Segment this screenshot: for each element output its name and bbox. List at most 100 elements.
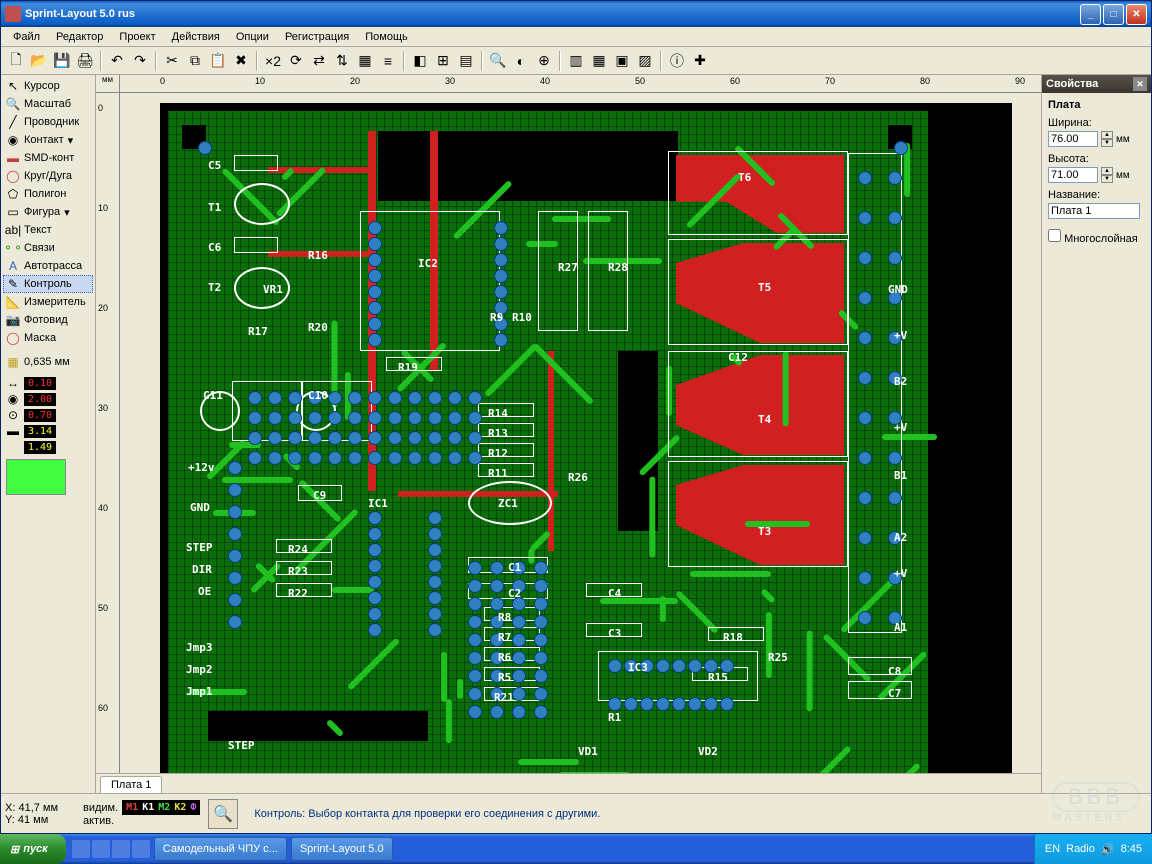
pcb-label: R11 bbox=[488, 467, 508, 480]
close-button[interactable]: ✕ bbox=[1126, 4, 1147, 25]
info3-button[interactable]: ▨ bbox=[634, 50, 656, 72]
delete-button[interactable]: ✖ bbox=[230, 50, 252, 72]
menu-Опции[interactable]: Опции bbox=[228, 29, 277, 45]
height-spinner[interactable]: ▲▼ bbox=[1101, 167, 1113, 183]
panel-close-icon[interactable]: ✕ bbox=[1133, 77, 1147, 91]
tool-x-button[interactable]: ✚ bbox=[689, 50, 711, 72]
tool-zoom-tool[interactable]: 🔍Масштаб bbox=[3, 95, 93, 113]
width-label: Ширина: bbox=[1048, 117, 1145, 129]
param-row[interactable]: ⊙0.70 bbox=[3, 407, 93, 423]
cut-button[interactable]: ✂ bbox=[161, 50, 183, 72]
param-row[interactable]: 1.49 bbox=[3, 439, 93, 455]
rotate-button[interactable]: ⟳ bbox=[285, 50, 307, 72]
grid-value[interactable]: ▦ 0,635 мм bbox=[3, 353, 93, 371]
tool-text[interactable]: ab|Текст bbox=[3, 221, 93, 239]
multilayer-checkbox[interactable]: Многослойная bbox=[1048, 233, 1138, 245]
maximize-button[interactable]: □ bbox=[1103, 4, 1124, 25]
tool-check[interactable]: ✎Контроль bbox=[3, 275, 93, 293]
task-button[interactable]: Sprint-Layout 5.0 bbox=[291, 837, 393, 861]
tool-links[interactable]: ⚬⚬Связи bbox=[3, 239, 93, 257]
group-button[interactable]: ▦ bbox=[354, 50, 376, 72]
menu-Действия[interactable]: Действия bbox=[164, 29, 228, 45]
paste-button[interactable]: 📋 bbox=[207, 50, 229, 72]
drc-button[interactable]: ▣ bbox=[611, 50, 633, 72]
name-input[interactable] bbox=[1048, 203, 1140, 219]
print-button[interactable]: 🖨 bbox=[74, 50, 96, 72]
zoom-preview-icon[interactable]: 🔍 bbox=[208, 799, 238, 829]
ql-icon[interactable] bbox=[112, 840, 130, 858]
menu-Файл[interactable]: Файл bbox=[5, 29, 48, 45]
tool-photoview[interactable]: 📷Фотовид bbox=[3, 311, 93, 329]
width-input[interactable] bbox=[1048, 131, 1098, 147]
tool-figure[interactable]: ▭Фигура ▾ bbox=[3, 203, 93, 221]
pcb-label: R20 bbox=[308, 321, 328, 334]
align-button[interactable]: ≡ bbox=[377, 50, 399, 72]
cursor-icon: ↖ bbox=[6, 79, 20, 93]
menu-Проект[interactable]: Проект bbox=[111, 29, 163, 45]
tool-pad[interactable]: ◉Контакт ▾ bbox=[3, 131, 93, 149]
height-input[interactable] bbox=[1048, 167, 1098, 183]
copy-button[interactable]: ⧉ bbox=[184, 50, 206, 72]
layer-Ф[interactable]: Ф bbox=[190, 802, 196, 813]
tool-polygon[interactable]: ⬠Полигон bbox=[3, 185, 93, 203]
tool-track[interactable]: ╱Проводник bbox=[3, 113, 93, 131]
layer-К2[interactable]: К2 bbox=[174, 802, 186, 813]
reticle-button[interactable]: ⊕ bbox=[533, 50, 555, 72]
text-icon: ab| bbox=[6, 223, 20, 237]
zoom-button[interactable]: 🔍 bbox=[487, 50, 509, 72]
menu-Редактор[interactable]: Редактор bbox=[48, 29, 111, 45]
tray-volume-icon[interactable]: 🔊 bbox=[1101, 843, 1115, 856]
param-row[interactable]: ↔0.10 bbox=[3, 375, 93, 391]
param-row[interactable]: ◉2.00 bbox=[3, 391, 93, 407]
figure-icon: ▭ bbox=[6, 205, 20, 219]
about-button[interactable]: ⓘ bbox=[666, 50, 688, 72]
duplicate-button[interactable]: ×2 bbox=[262, 50, 284, 72]
open-file-button[interactable]: 📂 bbox=[28, 50, 50, 72]
pad-icon: ◉ bbox=[6, 133, 20, 147]
redo-button[interactable]: ↷ bbox=[129, 50, 151, 72]
minimize-button[interactable]: _ bbox=[1080, 4, 1101, 25]
ql-icon[interactable] bbox=[92, 840, 110, 858]
new-file-button[interactable]: 🗋 bbox=[5, 50, 27, 72]
contrast-button[interactable]: ◐ bbox=[510, 50, 532, 72]
tool-mask[interactable]: ◯Маска bbox=[3, 329, 93, 347]
titlebar[interactable]: Sprint-Layout 5.0 rus _ □ ✕ bbox=[1, 1, 1151, 27]
tool-measure[interactable]: 📐Измеритель bbox=[3, 293, 93, 311]
layer-М2[interactable]: М2 bbox=[158, 802, 170, 813]
pcb-label: C7 bbox=[888, 687, 901, 700]
task-button[interactable]: Самодельный ЧПУ с... bbox=[154, 837, 287, 861]
pcb-label: T1 bbox=[208, 201, 221, 214]
tray-lang[interactable]: EN bbox=[1045, 843, 1060, 855]
ql-icon[interactable] bbox=[72, 840, 90, 858]
ruler-horizontal: 0102030405060708090 bbox=[120, 75, 1041, 93]
tool-circle[interactable]: ◯Круг/Дуга bbox=[3, 167, 93, 185]
layer-М1[interactable]: М1 bbox=[126, 802, 138, 813]
mask-icon: ◯ bbox=[6, 331, 20, 345]
color-swatch[interactable] bbox=[6, 459, 66, 495]
undo-button[interactable]: ↶ bbox=[106, 50, 128, 72]
mirror-h-button[interactable]: ⇄ bbox=[308, 50, 330, 72]
snap-button[interactable]: ⊞ bbox=[432, 50, 454, 72]
mirror-v-button[interactable]: ⇅ bbox=[331, 50, 353, 72]
ql-icon[interactable] bbox=[132, 840, 150, 858]
tool-autoroute[interactable]: AАвтотрасса bbox=[3, 257, 93, 275]
save-file-button[interactable]: 💾 bbox=[51, 50, 73, 72]
menu-Регистрация[interactable]: Регистрация bbox=[277, 29, 357, 45]
layer-К1[interactable]: К1 bbox=[142, 802, 154, 813]
width-spinner[interactable]: ▲▼ bbox=[1101, 131, 1113, 147]
menu-Помощь[interactable]: Помощь bbox=[357, 29, 416, 45]
layer-up-button[interactable]: ◧ bbox=[409, 50, 431, 72]
pcb-label: R12 bbox=[488, 447, 508, 460]
board-tab[interactable]: Плата 1 bbox=[100, 776, 162, 793]
start-button[interactable]: ⊞ пуск bbox=[0, 834, 66, 864]
info2-button[interactable]: ▦ bbox=[588, 50, 610, 72]
pcb-label: VD1 bbox=[578, 745, 598, 758]
tool-cursor[interactable]: ↖Курсор bbox=[3, 77, 93, 95]
tool-smd[interactable]: ▬SMD-конт bbox=[3, 149, 93, 167]
pcb-viewport[interactable]: C5T1C6T2C11C10+12vGNDSTEPDIROEJmp3Jmp2Jm… bbox=[120, 93, 1041, 773]
info1-button[interactable]: ▥ bbox=[565, 50, 587, 72]
pcb-label: C2 bbox=[508, 587, 521, 600]
tile-button[interactable]: ▤ bbox=[455, 50, 477, 72]
tray-radio[interactable]: Radio bbox=[1066, 843, 1095, 855]
param-row[interactable]: ▬3.14 bbox=[3, 423, 93, 439]
